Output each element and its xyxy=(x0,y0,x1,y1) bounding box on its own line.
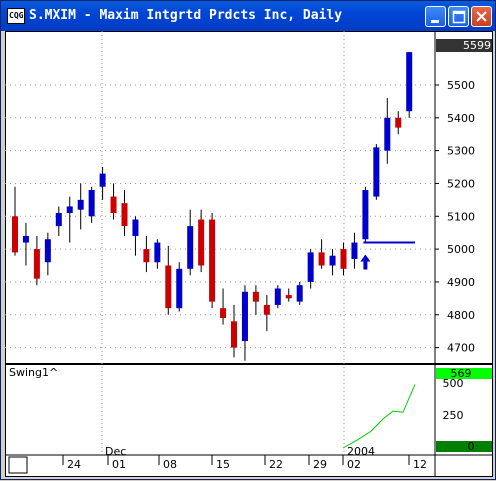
candle-body xyxy=(351,242,358,259)
candle-body xyxy=(373,147,380,197)
buy-arrow-icon xyxy=(360,254,371,270)
price-label: 5500 xyxy=(447,79,475,92)
candle-body xyxy=(307,252,314,282)
candle-body xyxy=(88,190,95,217)
candle-body xyxy=(362,190,369,240)
close-icon xyxy=(476,11,487,22)
candle-body xyxy=(395,117,402,128)
candle-body xyxy=(33,249,40,279)
candle-body xyxy=(263,304,270,315)
candle-body xyxy=(241,291,248,342)
candle-body xyxy=(66,206,73,213)
current-price-box xyxy=(436,39,492,52)
price-label: 5200 xyxy=(447,177,475,190)
current-price: 5599 xyxy=(463,39,491,52)
indicator-label: Swing1^ xyxy=(9,366,58,379)
candle-body xyxy=(55,212,62,227)
scroll-box[interactable] xyxy=(8,456,28,474)
candle-body xyxy=(143,249,150,263)
maximize-button[interactable] xyxy=(448,6,469,27)
candle-body xyxy=(231,321,237,348)
candle-body xyxy=(12,216,18,253)
title-bar[interactable]: CQG S.MXIM - Maxim Intgrtd Prdcts Inc, D… xyxy=(1,1,495,31)
candles xyxy=(12,52,413,361)
price-label: 4800 xyxy=(447,309,475,322)
indicator-zero: 0 xyxy=(468,440,475,453)
chart-area[interactable]: 5599 5500 5400 5300 5200 5100 5000 4900 4800 470… xyxy=(5,31,493,477)
indicator-value-box xyxy=(436,368,492,379)
date-label: 01 xyxy=(112,458,126,471)
candle-body xyxy=(318,252,325,266)
candle-body xyxy=(220,308,227,319)
minimize-icon xyxy=(431,20,439,23)
date-label: 29 xyxy=(313,458,327,471)
month-label: Dec xyxy=(105,445,126,458)
candle-body xyxy=(99,173,106,187)
price-label: 4900 xyxy=(447,276,475,289)
candle-body xyxy=(384,117,391,151)
signals xyxy=(360,241,415,270)
cqg-app-icon[interactable]: CQG xyxy=(7,8,25,24)
candle-body xyxy=(22,235,29,243)
price-chart[interactable]: 5599 55005400530052005100500049004800470… xyxy=(5,31,493,477)
date-label: 02 xyxy=(347,458,361,471)
indicator-scale-250: 250 xyxy=(443,409,464,422)
close-button[interactable] xyxy=(471,6,492,27)
candle-body xyxy=(209,219,216,302)
indicator-scale-500: 500 xyxy=(443,377,464,390)
date-label: 12 xyxy=(413,458,427,471)
date-label: 24 xyxy=(67,458,81,471)
candle-body xyxy=(187,226,194,269)
candle-body xyxy=(274,288,281,305)
candle-body xyxy=(198,219,205,266)
month-label: 2004 xyxy=(347,445,375,458)
candle-body xyxy=(165,265,172,309)
candle-body xyxy=(121,203,128,227)
candle-body xyxy=(296,285,303,302)
price-label: 5400 xyxy=(447,112,475,125)
minimize-button[interactable] xyxy=(425,6,446,27)
price-label: 5100 xyxy=(447,210,475,223)
chart-border xyxy=(5,31,493,477)
indicator-zero-box xyxy=(436,441,492,452)
date-label: 08 xyxy=(163,458,177,471)
candle-body xyxy=(132,219,139,236)
candle-body xyxy=(285,295,292,299)
price-label: 5000 xyxy=(447,243,475,256)
maximize-icon xyxy=(452,10,466,24)
candle-body xyxy=(110,196,117,213)
window-title: S.MXIM - Maxim Intgrtd Prdcts Inc, Daily xyxy=(29,8,343,23)
date-labels: 24 01 08 15 22 29 02 12 Dec 2004 xyxy=(62,445,427,471)
candle-body xyxy=(340,249,347,269)
date-label: 22 xyxy=(269,458,283,471)
price-label: 4700 xyxy=(447,342,475,355)
candle-body xyxy=(252,291,259,302)
candle-body xyxy=(44,239,51,263)
candle-body xyxy=(154,242,161,263)
swing-indicator-line xyxy=(342,384,416,449)
date-label: 15 xyxy=(216,458,230,471)
price-labels: 5599 5500 5400 5300 5200 5100 5000 4900 4800 470… xyxy=(436,39,492,355)
price-label: 5300 xyxy=(447,145,475,158)
candle-body xyxy=(329,255,336,266)
indicator-value: 569 xyxy=(451,367,472,380)
candle-body xyxy=(406,52,413,112)
app-icon-label: CQG xyxy=(9,11,24,20)
candle-body xyxy=(176,268,183,309)
candle-body xyxy=(77,199,84,210)
